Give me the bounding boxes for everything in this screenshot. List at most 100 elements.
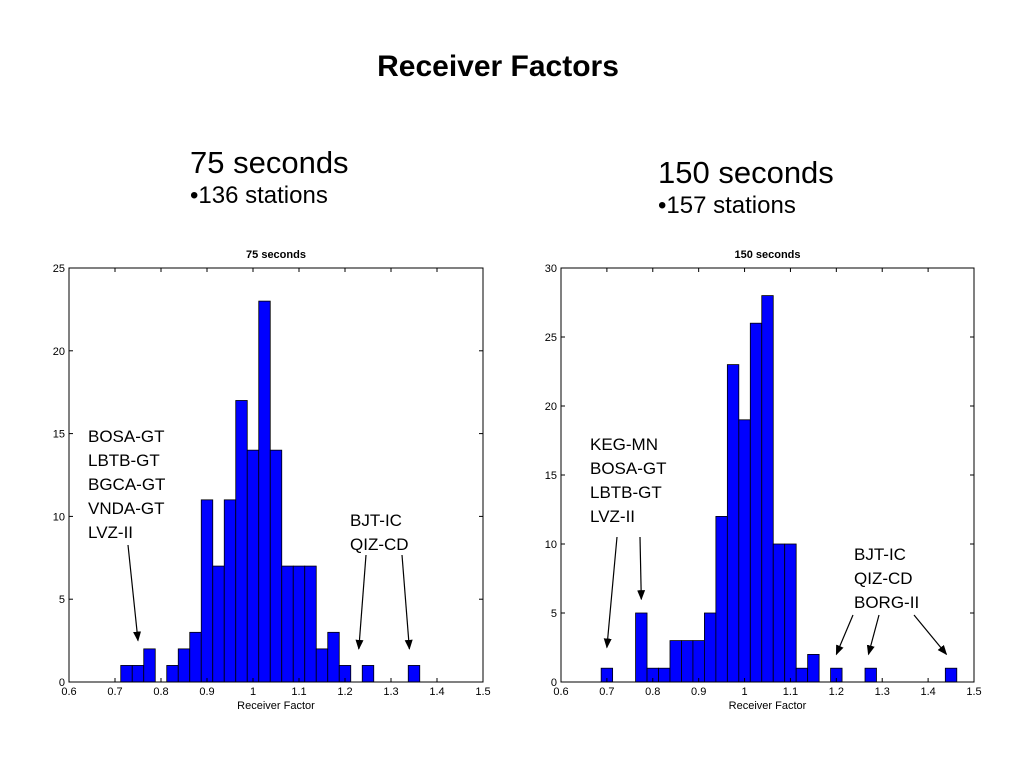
caption-station-count: •136 stations <box>190 182 328 209</box>
x-tick-label: 0.9 <box>691 686 706 698</box>
x-tick-label: 1.1 <box>783 686 798 698</box>
y-tick-label: 10 <box>53 511 65 523</box>
histogram-bar <box>246 449 260 683</box>
x-tick-label: 0.7 <box>107 686 122 698</box>
x-tick-label: 1.5 <box>966 686 981 698</box>
histogram-bar <box>715 516 728 683</box>
x-axis-label: Receiver Factor <box>729 700 807 712</box>
histogram-bar <box>143 648 156 683</box>
histogram-bar <box>692 640 705 683</box>
histogram-bar <box>795 667 809 683</box>
y-tick-label: 5 <box>59 594 65 606</box>
caption-heading: 150 seconds <box>658 155 834 190</box>
histogram-bar <box>315 648 329 683</box>
station-annotation: KEG-MN BOSA-GT LBTB-GT LVZ-II <box>590 435 667 649</box>
histogram-bar <box>635 612 648 683</box>
histogram-bar <box>658 667 671 683</box>
histogram-bar <box>223 499 237 683</box>
y-tick-label: 15 <box>545 470 557 482</box>
x-axis-label: Receiver Factor <box>237 700 315 712</box>
station-label: KEG-MN <box>590 435 658 454</box>
histogram-bar <box>669 640 682 683</box>
histogram-bar <box>166 665 179 683</box>
histogram-bar <box>749 322 763 683</box>
y-tick-label: 25 <box>545 332 557 344</box>
histogram-bar <box>235 400 248 683</box>
station-label: BJT-IC <box>350 511 402 530</box>
x-tick-label: 0.8 <box>153 686 168 698</box>
caption-heading: 75 seconds <box>190 145 349 180</box>
station-label: BJT-IC <box>854 545 906 564</box>
x-tick-label: 0.6 <box>61 686 76 698</box>
y-tick-label: 20 <box>545 401 557 413</box>
x-tick-label: 1.3 <box>383 686 398 698</box>
histogram-bar <box>292 565 306 683</box>
histogram-bar <box>738 419 751 683</box>
histogram-bar <box>681 640 694 683</box>
histogram-bar <box>807 654 820 683</box>
histogram-bar <box>761 295 774 683</box>
histogram-bar <box>944 667 958 683</box>
histogram-bar <box>361 665 375 683</box>
y-tick-label: 30 <box>545 263 557 275</box>
annotation-arrow <box>637 536 646 601</box>
station-annotation: BJT-IC QIZ-CD <box>350 511 413 650</box>
caption-75-seconds: 75 seconds •136 stations <box>190 145 349 211</box>
histogram-bar <box>212 565 225 683</box>
station-label: QIZ-CD <box>350 535 409 554</box>
histogram-bar <box>646 667 659 683</box>
station-label: QIZ-CD <box>854 569 913 588</box>
histogram-bar <box>407 665 421 683</box>
chart-title: 75 seconds <box>246 249 306 261</box>
y-tick-label: 0 <box>59 677 65 689</box>
station-label: BOSA-GT <box>590 459 667 478</box>
annotation-arrow <box>866 614 880 656</box>
x-tick-label: 1 <box>741 686 747 698</box>
station-label: LVZ-II <box>590 507 635 526</box>
station-label: LBTB-GT <box>590 483 662 502</box>
histogram-bar <box>131 665 145 683</box>
caption-station-count: •157 stations <box>658 192 796 219</box>
y-tick-label: 5 <box>551 608 557 620</box>
histogram-bar <box>177 648 191 683</box>
slide-title: Receiver Factors <box>377 50 619 83</box>
station-annotation: BJT-IC QIZ-CD BORG-II <box>835 545 948 656</box>
annotation-arrow <box>603 536 618 649</box>
station-label: LVZ-II <box>88 523 133 542</box>
station-label: BOSA-GT <box>88 427 165 446</box>
histogram-bar <box>120 665 133 683</box>
y-tick-label: 15 <box>53 429 65 441</box>
chart-title: 150 seconds <box>734 249 800 261</box>
y-tick-label: 20 <box>53 346 65 358</box>
histogram-bar <box>327 631 340 683</box>
x-tick-label: 1.4 <box>920 686 935 698</box>
caption-150-seconds: 150 seconds •157 stations <box>658 155 834 221</box>
histogram-bar <box>189 631 202 683</box>
histogram-bar <box>830 667 843 683</box>
annotation-arrow <box>127 544 142 642</box>
histogram-bar <box>269 449 283 683</box>
x-tick-label: 1 <box>250 686 256 698</box>
x-tick-label: 0.7 <box>599 686 614 698</box>
station-label: VNDA-GT <box>88 499 165 518</box>
y-tick-label: 25 <box>53 263 65 275</box>
histogram-bar <box>726 364 740 683</box>
x-tick-label: 0.6 <box>553 686 568 698</box>
histogram-bar <box>338 665 352 683</box>
x-tick-label: 1.2 <box>337 686 352 698</box>
x-tick-label: 1.3 <box>875 686 890 698</box>
station-label: BORG-II <box>854 593 919 612</box>
histogram-bar <box>600 667 614 683</box>
y-tick-label: 10 <box>545 539 557 551</box>
axes-box <box>68 267 484 683</box>
station-label: BGCA-GT <box>88 475 165 494</box>
x-tick-label: 1.2 <box>829 686 844 698</box>
histogram-bar <box>258 300 271 683</box>
x-tick-label: 1.4 <box>429 686 444 698</box>
histogram-bar <box>704 612 717 683</box>
histogram-bar <box>864 667 877 683</box>
histogram-bar <box>772 543 786 683</box>
histogram-bar <box>784 543 797 683</box>
